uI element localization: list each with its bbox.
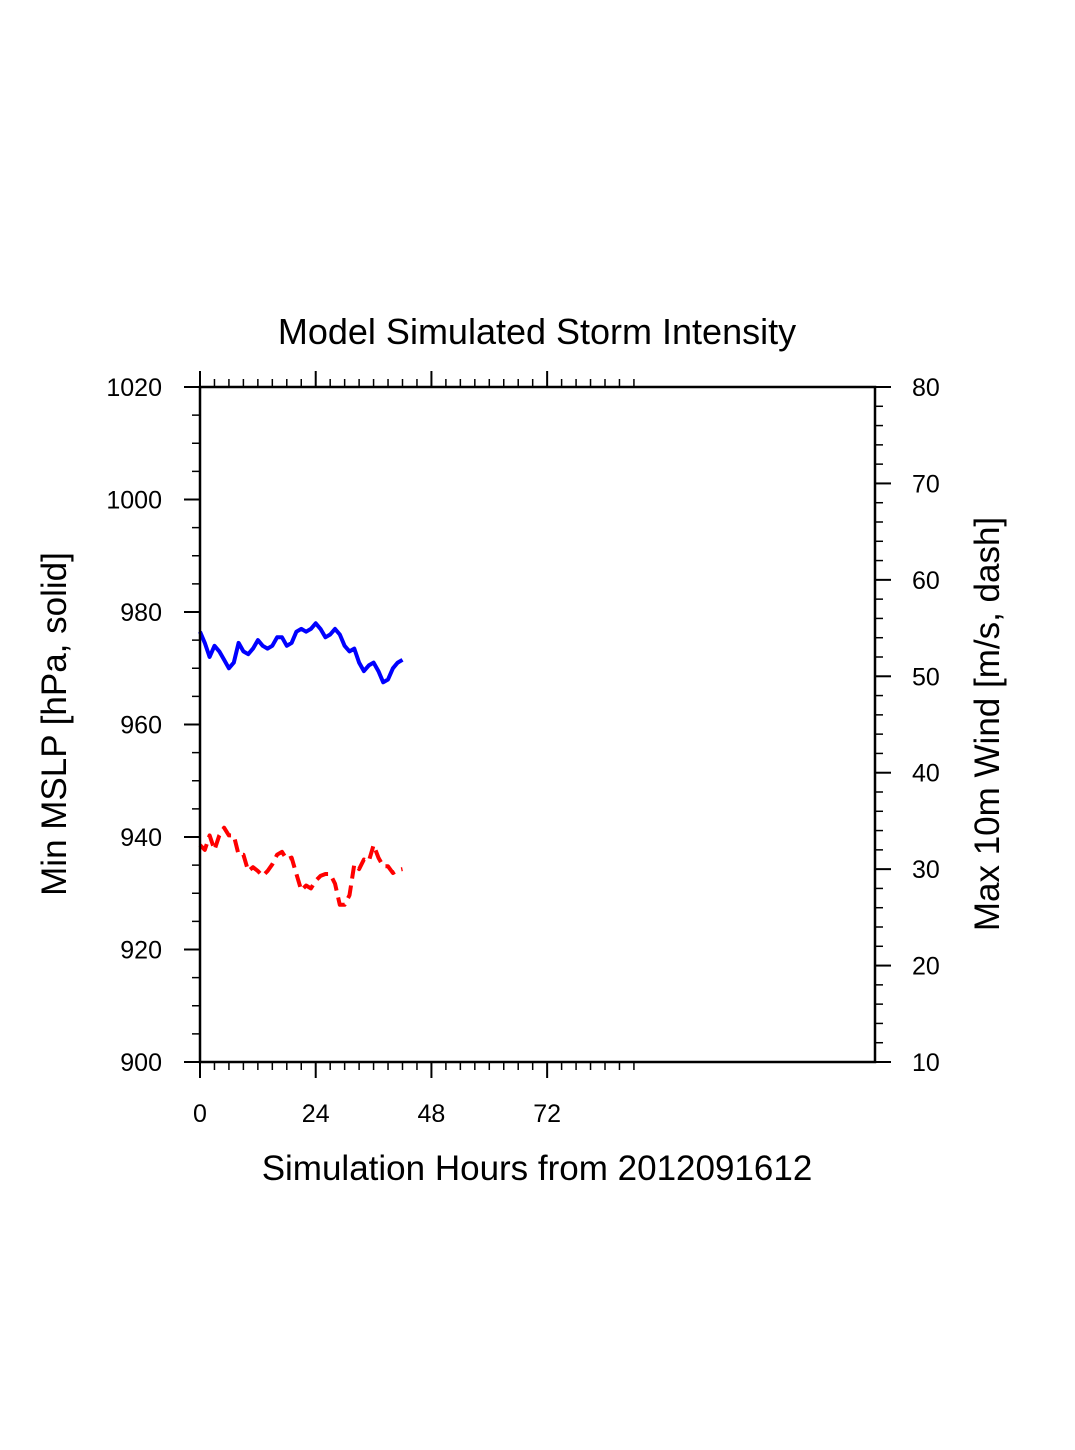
- y-left-tick-label: 1000: [106, 487, 162, 515]
- y-right-tick-label: 30: [912, 856, 940, 884]
- x-tick-label: 24: [302, 1100, 330, 1128]
- x-tick-label: 48: [418, 1100, 446, 1128]
- min-mslp-series-line: [198, 621, 404, 685]
- y-left-tick-label: 920: [120, 937, 162, 965]
- chart-title: Model Simulated Storm Intensity: [278, 311, 796, 352]
- plot-frame: [198, 385, 877, 1064]
- series-layer: [198, 621, 404, 907]
- y-axis-label-right: Max 10m Wind [m/s, dash]: [968, 517, 1007, 931]
- y-right-tick-label: 70: [912, 470, 940, 498]
- y-left-tick-label: 980: [120, 599, 162, 627]
- y-right-tick-label: 10: [912, 1049, 940, 1077]
- y-left-tick-label: 900: [120, 1049, 162, 1077]
- y-left-tick-label: 960: [120, 712, 162, 740]
- y-axis-label-left: Min MSLP [hPa, solid]: [35, 552, 74, 896]
- y-left-tick-label: 940: [120, 824, 162, 852]
- axis-ticks: [184, 371, 891, 1078]
- y-right-tick-label: 40: [912, 760, 940, 788]
- y-right-tick-label: 60: [912, 567, 940, 595]
- y-right-tick-label: 20: [912, 953, 940, 981]
- y-left-tick-label: 1020: [106, 374, 162, 402]
- x-tick-label: 0: [193, 1100, 207, 1128]
- x-tick-label: 72: [533, 1100, 561, 1128]
- axis-tick-labels: 0 24 48 72900920940960980100010201020304050…: [106, 374, 939, 1128]
- max-wind-series-line: [198, 825, 403, 907]
- y-right-tick-label: 80: [912, 374, 940, 402]
- y-right-tick-label: 50: [912, 663, 940, 691]
- x-axis-label: Simulation Hours from 2012091612: [262, 1149, 813, 1188]
